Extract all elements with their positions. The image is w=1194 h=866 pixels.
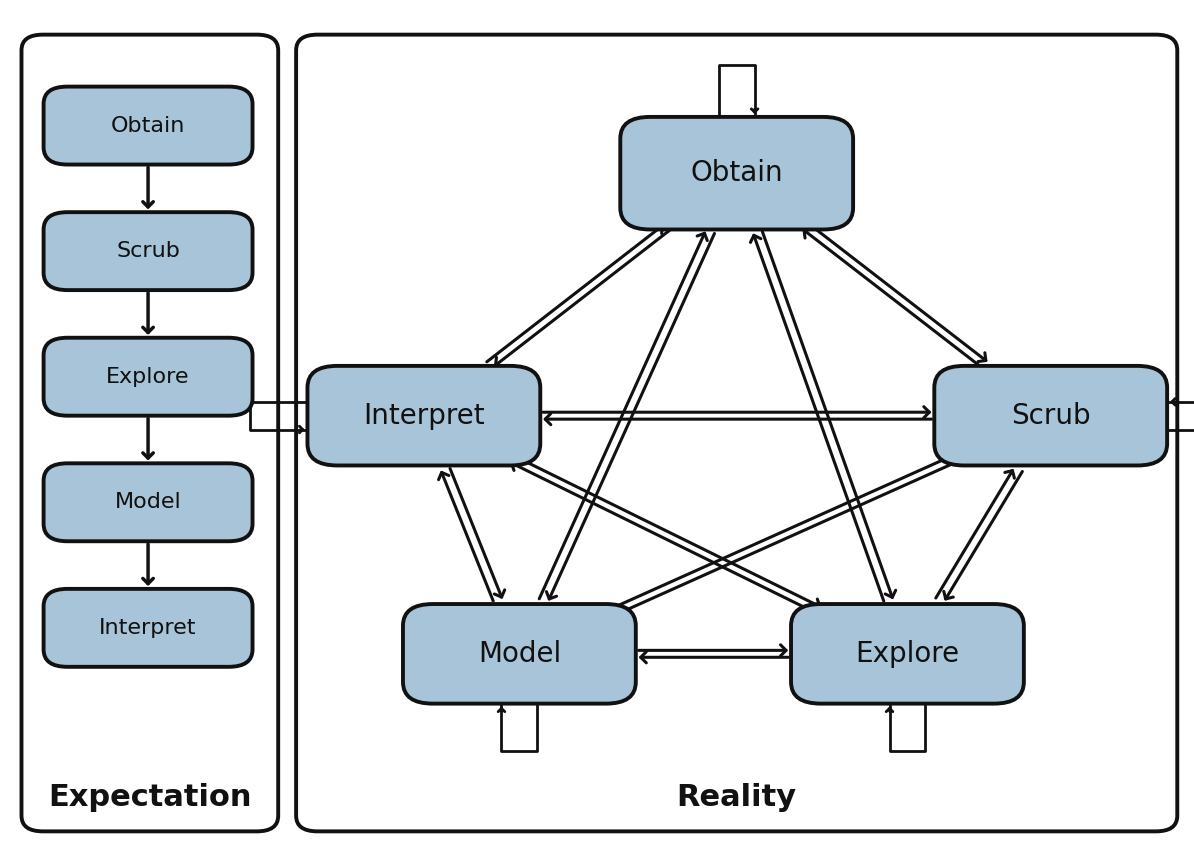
Text: Scrub: Scrub — [116, 241, 180, 262]
FancyArrowPatch shape — [540, 233, 707, 598]
FancyBboxPatch shape — [44, 338, 253, 416]
FancyArrowPatch shape — [438, 473, 493, 601]
FancyArrowPatch shape — [546, 414, 931, 424]
FancyBboxPatch shape — [44, 87, 253, 165]
FancyArrowPatch shape — [804, 229, 980, 366]
FancyArrowPatch shape — [751, 236, 884, 601]
FancyArrowPatch shape — [300, 426, 303, 433]
FancyArrowPatch shape — [751, 109, 758, 113]
FancyArrowPatch shape — [762, 231, 896, 598]
FancyArrowPatch shape — [487, 224, 663, 362]
Text: Explore: Explore — [855, 640, 960, 668]
Text: Interpret: Interpret — [99, 617, 197, 638]
FancyArrowPatch shape — [810, 224, 986, 361]
FancyBboxPatch shape — [44, 463, 253, 541]
FancyBboxPatch shape — [44, 589, 253, 667]
FancyArrowPatch shape — [515, 456, 820, 609]
FancyBboxPatch shape — [21, 35, 278, 831]
FancyBboxPatch shape — [934, 365, 1168, 466]
FancyArrowPatch shape — [936, 470, 1015, 598]
FancyBboxPatch shape — [790, 604, 1023, 703]
FancyBboxPatch shape — [296, 35, 1177, 831]
FancyBboxPatch shape — [404, 604, 635, 703]
FancyArrowPatch shape — [450, 469, 505, 597]
FancyBboxPatch shape — [44, 212, 253, 290]
Text: Expectation: Expectation — [48, 784, 252, 812]
Text: Model: Model — [478, 640, 561, 668]
FancyArrowPatch shape — [143, 167, 153, 207]
FancyArrowPatch shape — [641, 652, 788, 662]
Text: Model: Model — [115, 492, 181, 513]
FancyArrowPatch shape — [496, 229, 671, 366]
FancyArrowPatch shape — [609, 452, 954, 610]
Text: Scrub: Scrub — [1011, 402, 1090, 430]
FancyArrowPatch shape — [143, 544, 153, 584]
FancyBboxPatch shape — [621, 117, 853, 229]
FancyArrowPatch shape — [511, 461, 817, 613]
FancyArrowPatch shape — [547, 234, 714, 599]
Text: Interpret: Interpret — [363, 402, 485, 430]
FancyArrowPatch shape — [143, 418, 153, 458]
FancyArrowPatch shape — [498, 708, 505, 712]
Text: Obtain: Obtain — [690, 159, 783, 187]
Text: Reality: Reality — [677, 784, 796, 812]
FancyArrowPatch shape — [639, 645, 786, 656]
FancyBboxPatch shape — [307, 365, 540, 466]
FancyArrowPatch shape — [1171, 398, 1175, 405]
FancyArrowPatch shape — [943, 471, 1022, 599]
FancyArrowPatch shape — [543, 407, 929, 417]
Text: Explore: Explore — [106, 366, 190, 387]
Text: Obtain: Obtain — [111, 115, 185, 136]
FancyArrowPatch shape — [143, 293, 153, 333]
FancyArrowPatch shape — [616, 460, 961, 617]
FancyArrowPatch shape — [886, 708, 893, 712]
